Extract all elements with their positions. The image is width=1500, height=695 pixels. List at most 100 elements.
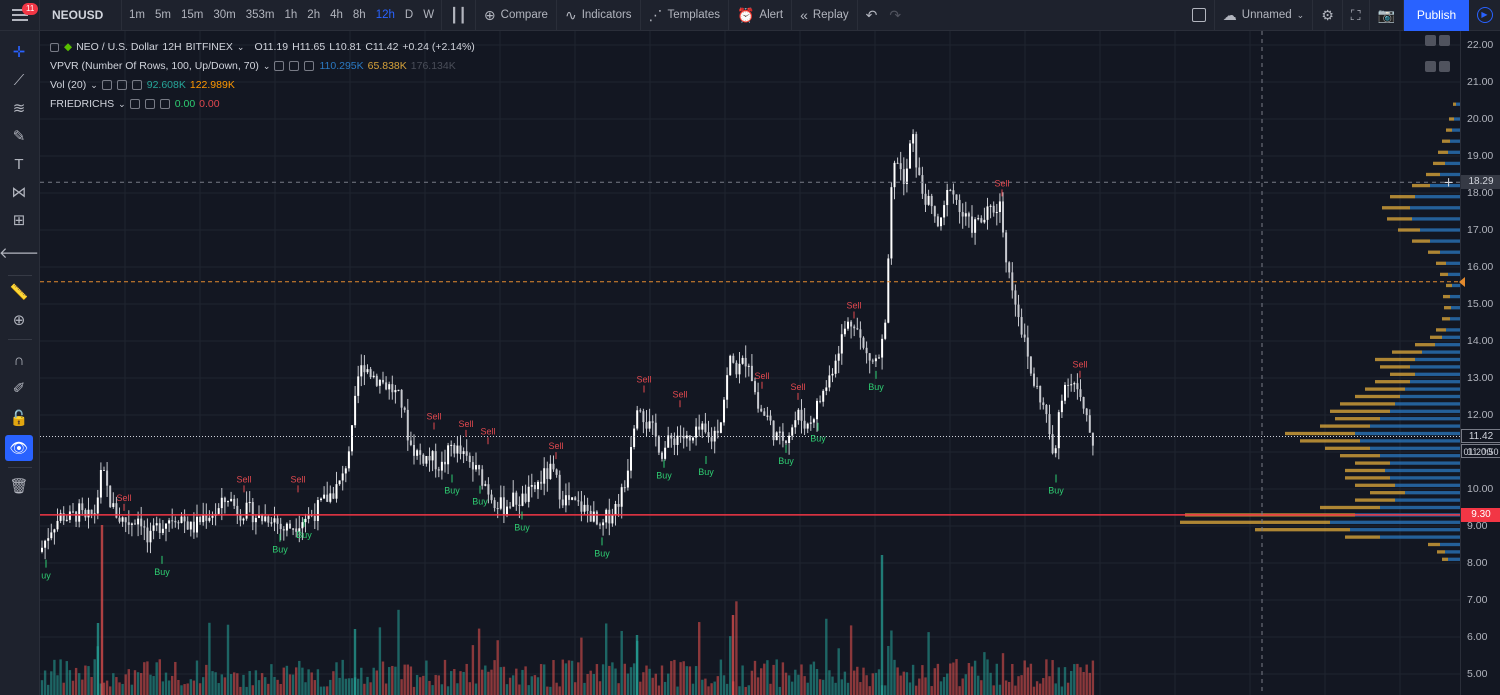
snapshot-button[interactable]: 📷 [1370, 0, 1404, 31]
brush-tool[interactable]: ✎ [5, 123, 33, 149]
maximize-icon[interactable] [1439, 35, 1450, 46]
play-button[interactable]: ▶ [1469, 0, 1500, 31]
close-value: C11.42 [365, 41, 399, 53]
interval-30m[interactable]: 30m [213, 8, 236, 21]
minimize-icon[interactable] [1425, 35, 1436, 46]
volume-bar [772, 664, 775, 695]
volume-bar [53, 659, 56, 695]
volume-profile-up-bar [1380, 454, 1460, 458]
text-tool[interactable]: T [5, 151, 33, 177]
price-axis[interactable]: 18.29 11.42 01:20:50 9.30 22.00 21.00 20.0… [1459, 31, 1500, 695]
volume-profile-up-bar [1450, 139, 1460, 143]
interval-15m[interactable]: 15m [180, 8, 204, 21]
volume-profile-down-bar [1440, 272, 1448, 277]
chevron-down-icon[interactable]: ⌄ [90, 79, 98, 90]
interval-353m[interactable]: 353m [245, 8, 275, 21]
candle-body [806, 423, 809, 429]
lock-tool[interactable]: 🔓 [5, 405, 33, 431]
volume-bar [384, 683, 388, 695]
volume-bar [667, 673, 670, 695]
layout-menu[interactable]: ☁ Unnamed ⌄ [1215, 0, 1314, 31]
interval-8h[interactable]: 8h [352, 8, 366, 21]
interval-1m[interactable]: 1m [129, 8, 145, 21]
hide-drawings-tool[interactable]: 👁 [5, 435, 33, 461]
candle-body [236, 505, 239, 516]
pattern-tool[interactable]: ⋈ [5, 179, 33, 205]
measure-tool[interactable]: 📏 [5, 279, 33, 305]
prediction-tool[interactable]: ⊞ [5, 207, 33, 233]
candle-body [803, 420, 806, 429]
eye-icon[interactable] [129, 99, 140, 109]
chevron-down-icon[interactable]: ⌄ [262, 60, 271, 71]
fullscreen-button[interactable]: ⛶ [1343, 0, 1370, 31]
volume-bar [161, 681, 165, 695]
alert-button[interactable]: ⏰ Alert [729, 0, 793, 31]
publish-button[interactable]: Publish [1404, 0, 1469, 31]
eye-icon[interactable] [101, 80, 112, 90]
chevron-down-icon[interactable]: ⌄ [118, 98, 126, 109]
volume-bar [1091, 660, 1095, 695]
magnet-tool[interactable]: ∩ [5, 347, 33, 373]
collapse-icon[interactable] [50, 42, 59, 52]
interval-12h[interactable]: 12h [375, 8, 395, 21]
sell-signal-label: Sell [846, 301, 861, 311]
collapse-up-icon[interactable] [1439, 61, 1450, 72]
volume-bar [670, 661, 673, 695]
compare-button[interactable]: ⊕ Compare [476, 0, 557, 31]
close-icon[interactable] [159, 99, 170, 109]
indicators-button[interactable]: ∿ Indicators [557, 0, 641, 31]
volume-bar [214, 672, 217, 695]
volume-bar [1051, 660, 1054, 695]
lock-icon: 🔓 [9, 410, 29, 427]
gear-icon[interactable] [116, 80, 127, 90]
interval-W[interactable]: W [423, 8, 435, 21]
volume-bar [93, 659, 96, 695]
chart-pane[interactable]: + uy Sell Buy Sell Buy Buy Sell Sell Buy Sell Buy Se… [40, 31, 1460, 695]
bar-style-button[interactable]: ┃┃ [442, 0, 476, 31]
gear-icon[interactable] [289, 61, 300, 71]
back-tool[interactable]: 🡐 [0, 239, 39, 265]
volume-spike-bar [731, 615, 735, 695]
eye-icon[interactable] [274, 61, 285, 71]
stay-drawing-tool[interactable]: ✐ [5, 375, 33, 401]
close-icon[interactable] [304, 61, 315, 71]
replay-button[interactable]: « Replay [792, 0, 858, 31]
interval-D[interactable]: D [404, 8, 414, 21]
templates-label: Templates [667, 9, 720, 21]
brush-icon: ✎ [12, 128, 26, 145]
settings-button[interactable]: ⚙ [1313, 0, 1343, 31]
undo-redo-group: ↶ ↷ [858, 0, 909, 31]
candle-body [580, 501, 583, 512]
collapse-down-icon[interactable] [1425, 61, 1436, 72]
chevron-down-icon[interactable]: ⌄ [236, 41, 245, 52]
fib-tool[interactable]: ≋ [5, 95, 33, 121]
menu-button[interactable]: 11 [0, 0, 40, 31]
volume-bar [856, 666, 859, 695]
candle-body [825, 387, 828, 391]
crosshair-tool[interactable]: ✛ [5, 39, 33, 65]
candle-body [930, 195, 933, 207]
candle-body [564, 495, 567, 506]
zoom-tool[interactable]: ⊕ [5, 307, 33, 333]
interval-1h[interactable]: 1h [284, 8, 298, 21]
select-layout-checkbox[interactable] [1184, 0, 1215, 31]
close-icon[interactable] [131, 80, 142, 90]
gear-icon[interactable] [144, 99, 155, 109]
candle-body [661, 452, 663, 459]
volume-bar [186, 683, 189, 695]
price-chart[interactable]: + uy Sell Buy Sell Buy Buy Sell Sell Buy Sell Buy Se… [40, 31, 1460, 695]
interval-2h[interactable]: 2h [307, 8, 321, 21]
interval-4h[interactable]: 4h [330, 8, 343, 21]
volume-bar [725, 683, 729, 695]
volume-bar [595, 664, 599, 695]
price-tick: 15.00 [1467, 298, 1494, 310]
volume-bar [716, 676, 719, 695]
templates-button[interactable]: ⋰ Templates [641, 0, 729, 31]
trend-line-tool[interactable]: ⟋ [5, 67, 33, 93]
undo-icon[interactable]: ↶ [865, 6, 878, 23]
redo-icon[interactable]: ↷ [889, 6, 902, 23]
remove-drawings-tool[interactable]: 🗑 [5, 473, 33, 499]
symbol-search[interactable]: NEOUSD [40, 0, 122, 31]
candle-body [642, 411, 645, 423]
interval-5m[interactable]: 5m [154, 8, 171, 21]
